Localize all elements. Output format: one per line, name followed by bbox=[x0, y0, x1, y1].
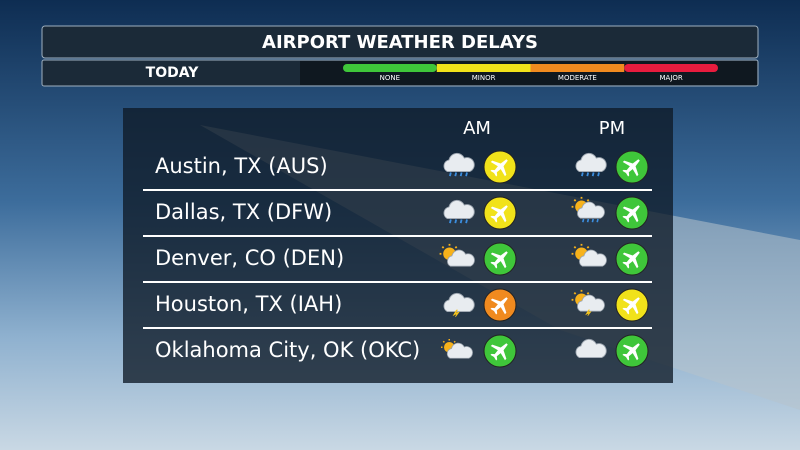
legend-label: MINOR bbox=[472, 74, 496, 82]
city: Houston, TX (IAH) bbox=[155, 292, 342, 316]
legend-swatch bbox=[530, 64, 625, 72]
legend-swatch bbox=[624, 64, 718, 72]
city: Dallas, TX (DFW) bbox=[155, 200, 332, 224]
tab-label: TODAY bbox=[146, 65, 200, 81]
legend-swatch bbox=[343, 64, 437, 72]
column-header: AM bbox=[463, 118, 491, 139]
rows: Austin, TX (AUS) Dallas, TX (DFW) Denver, … bbox=[143, 150, 652, 368]
city: Oklahoma City, OK (OKC) bbox=[155, 338, 420, 362]
legend-label: NONE bbox=[380, 74, 400, 82]
title-bar bbox=[41, 25, 759, 59]
title: AIRPORT WEATHER DELAYS bbox=[262, 32, 538, 53]
city: Austin, TX (AUS) bbox=[155, 154, 328, 178]
legend-swatch bbox=[436, 64, 531, 72]
column-header: PM bbox=[599, 118, 625, 139]
legend-label: MODERATE bbox=[558, 74, 597, 82]
legend: NONE MINOR MODERATE MAJOR bbox=[343, 64, 718, 82]
city: Denver, CO (DEN) bbox=[155, 246, 344, 270]
legend-label: MAJOR bbox=[659, 74, 682, 82]
